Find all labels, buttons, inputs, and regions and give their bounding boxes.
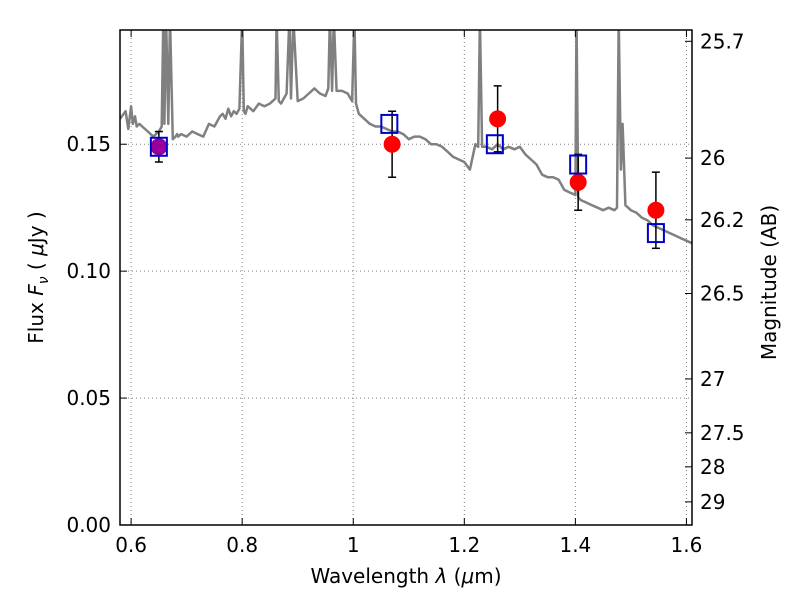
observed-point: [489, 110, 507, 128]
observed-point: [647, 201, 665, 219]
right-tick-label: 27: [700, 367, 725, 391]
model-photometry-point: [569, 154, 588, 175]
y-tick-label: 0.05: [66, 386, 111, 410]
model-photometry-point: [646, 223, 665, 244]
y-axis-label: Flux Fν ( μJy ): [24, 211, 52, 343]
model-spectrum-layer: [120, 30, 692, 245]
x-tick-label: 1.2: [448, 533, 480, 557]
model-photometry-point: [149, 136, 168, 157]
y-tick-label: 0.15: [66, 132, 111, 156]
right-axis-label: Magnitude (AB): [757, 205, 781, 360]
observed-point: [383, 135, 401, 153]
y-tick-label: 0.10: [66, 259, 111, 283]
y-axis-ticks: 0.00 0.05 0.10 0.15: [66, 132, 127, 537]
right-tick-label: 27.5: [700, 421, 745, 445]
x-axis-label: Wavelength λ (μm): [310, 564, 501, 588]
x-tick-label: 1.4: [559, 533, 591, 557]
grid-lines: [120, 30, 692, 526]
observed-points: [150, 110, 665, 219]
right-tick-label: 25.7: [700, 29, 745, 53]
error-bars: [154, 85, 660, 250]
model-photometry-point: [485, 134, 504, 155]
x-tick-label: 0.8: [226, 533, 258, 557]
right-tick-label: 28: [700, 455, 725, 479]
observed-point: [150, 138, 168, 156]
x-tick-label: 1.6: [671, 533, 703, 557]
right-axis-ticks: 25.7 26 26.2 26.5 27 27.5 28 29: [685, 29, 745, 514]
model-spectrum-line: [120, 30, 692, 245]
y-tick-label: 0.00: [66, 513, 111, 537]
model-photometry-points: [149, 113, 665, 244]
observed-point: [569, 173, 587, 191]
right-tick-label: 29: [700, 490, 725, 514]
right-tick-label: 26: [700, 146, 725, 170]
right-tick-label: 26.2: [700, 208, 745, 232]
model-photometry-point: [380, 113, 399, 134]
x-axis-ticks: 0.6 0.8 1 1.2 1.4 1.6: [115, 30, 702, 557]
x-tick-label: 1: [347, 533, 360, 557]
plot-frame: [119, 29, 693, 526]
right-tick-label: 26.5: [700, 281, 745, 305]
x-tick-label: 0.6: [115, 533, 147, 557]
